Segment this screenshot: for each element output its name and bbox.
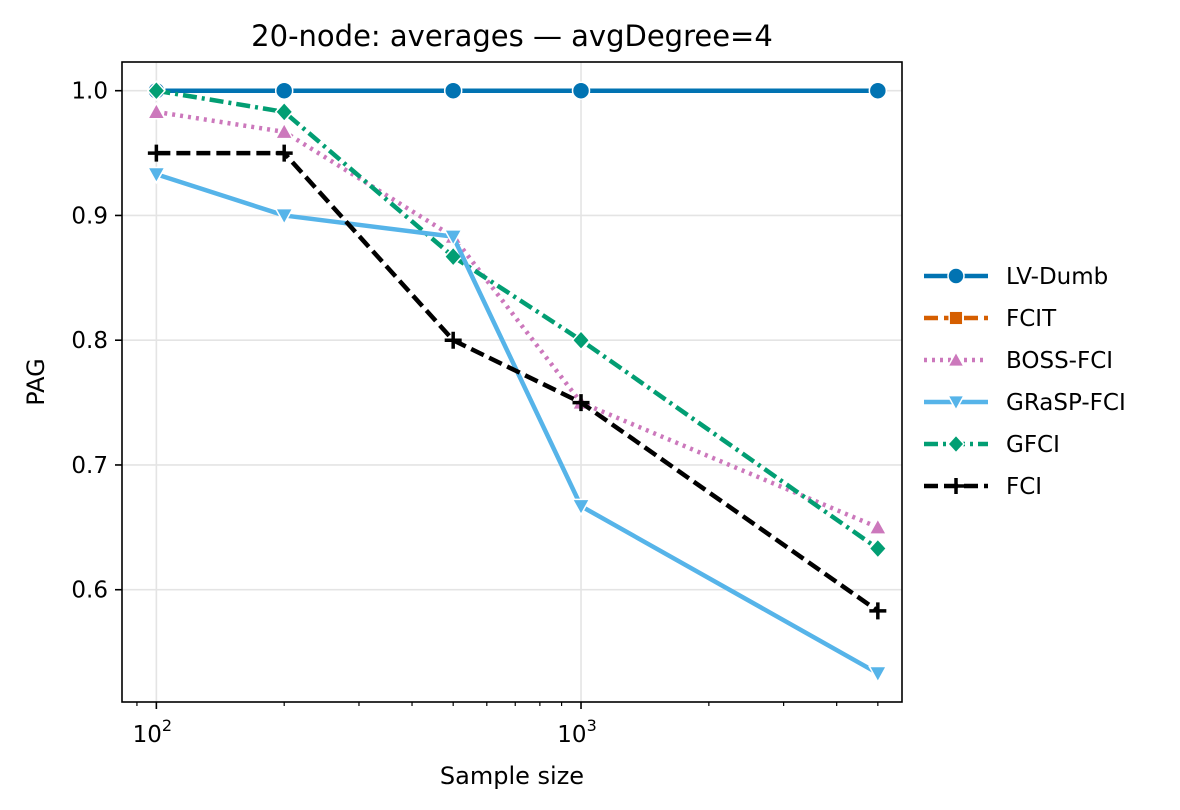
data-point-gfci bbox=[274, 101, 294, 123]
plot-frame bbox=[121, 61, 903, 703]
legend-marker bbox=[946, 434, 966, 454]
legend-marker bbox=[946, 350, 966, 368]
data-point-grasp-fci bbox=[443, 229, 463, 247]
legend-item-fci: FCI bbox=[924, 474, 1042, 500]
legend-marker bbox=[948, 478, 964, 494]
legend-item-boss-fci: BOSS-FCI bbox=[924, 348, 1113, 374]
series-grasp-fci bbox=[146, 166, 888, 684]
y-tick-label: 0.7 bbox=[71, 453, 108, 479]
data-point-fci bbox=[869, 602, 887, 620]
legend-label: FCIT bbox=[1006, 306, 1057, 332]
data-point-lv-dumb bbox=[868, 81, 888, 100]
legend-item-lv-dumb: LV-Dumb bbox=[924, 264, 1108, 290]
legend-label: BOSS-FCI bbox=[1006, 348, 1113, 374]
legend-label: GFCI bbox=[1006, 432, 1060, 458]
data-point-lv-dumb bbox=[571, 81, 591, 100]
data-point-fci bbox=[444, 331, 462, 349]
data-point-grasp-fci bbox=[571, 498, 591, 517]
grid bbox=[122, 62, 902, 702]
legend-item-fcit: FCIT bbox=[924, 306, 1057, 332]
data-point-grasp-fci bbox=[868, 665, 888, 684]
chart-title: 20-node: averages — avgDegree=4 bbox=[251, 19, 773, 53]
legend-marker bbox=[947, 267, 965, 285]
legend-label: LV-Dumb bbox=[1006, 264, 1108, 290]
data-point-gfci bbox=[571, 329, 591, 351]
data-point-fci bbox=[572, 394, 590, 412]
series-gfci bbox=[146, 80, 888, 560]
legend-item-grasp-fci: GRaSP-FCI bbox=[924, 390, 1126, 416]
series-line-fci bbox=[156, 150, 880, 613]
y-tick-label: 1.0 bbox=[71, 79, 108, 105]
data-point-grasp-fci bbox=[274, 207, 294, 226]
y-tick-label: 0.9 bbox=[71, 203, 108, 229]
y-tick-label: 0.6 bbox=[71, 578, 108, 604]
legend-item-gfci: GFCI bbox=[924, 432, 1060, 458]
data-point-lv-dumb bbox=[443, 81, 463, 100]
series-fci bbox=[147, 144, 887, 620]
data-point-gfci bbox=[146, 80, 166, 102]
data-point-fci bbox=[275, 144, 293, 162]
data-point-boss-fci bbox=[146, 101, 167, 120]
data-point-fci bbox=[147, 144, 165, 162]
legend-marker bbox=[946, 394, 966, 412]
axis-ticks: 0.6 0.7 0.8 0.9 1.0 102 103 bbox=[71, 79, 879, 748]
data-point-gfci bbox=[868, 538, 888, 560]
y-axis-label: PAG bbox=[22, 358, 50, 406]
x-tick-label: 102 bbox=[133, 716, 172, 748]
x-tick-label: 103 bbox=[557, 716, 596, 748]
data-point-lv-dumb bbox=[274, 81, 294, 100]
legend-label: GRaSP-FCI bbox=[1006, 390, 1126, 416]
y-tick-label: 0.8 bbox=[71, 328, 108, 354]
legend: LV-Dumb FCIT BOSS-FCI GRaSP-FCI GFCI FCI bbox=[924, 264, 1126, 500]
data-point-grasp-fci bbox=[146, 166, 167, 185]
data-point-boss-fci bbox=[868, 517, 888, 535]
x-axis-label: Sample size bbox=[440, 762, 584, 790]
legend-label: FCI bbox=[1006, 474, 1042, 500]
series-layer bbox=[146, 80, 888, 684]
legend-marker bbox=[948, 310, 964, 326]
data-point-boss-fci bbox=[274, 121, 294, 140]
